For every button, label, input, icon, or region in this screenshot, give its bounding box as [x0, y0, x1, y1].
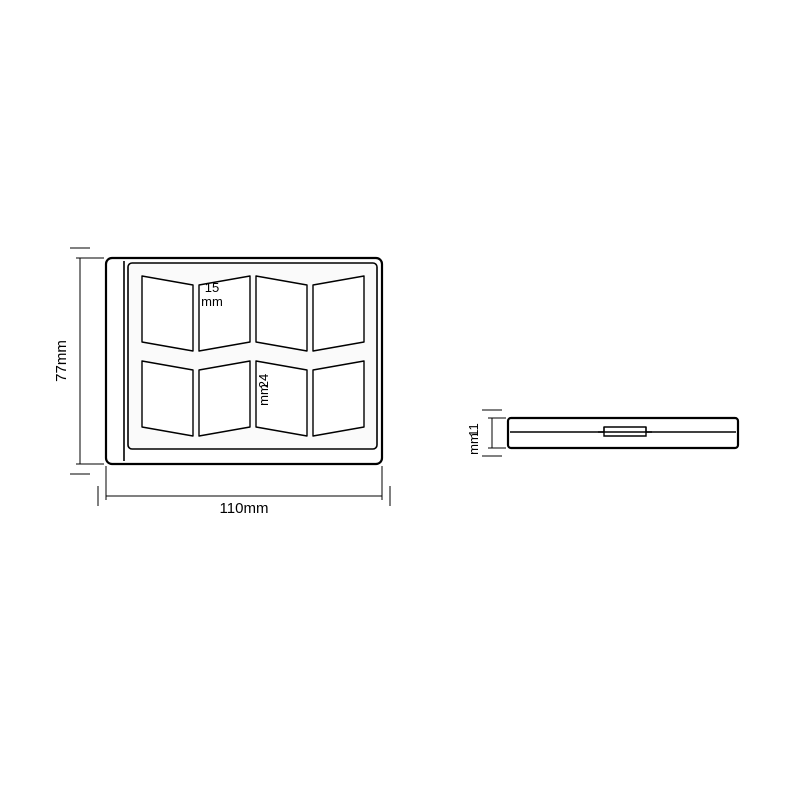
slot-height-label-unit: mm — [256, 384, 271, 406]
technical-drawing: 77mm 110mm 15 mm 24 mm 11 mm — [0, 0, 800, 800]
card-slot — [142, 276, 193, 351]
slot-width-label-unit: mm — [201, 294, 223, 309]
card-slot — [142, 361, 193, 436]
card-slot — [199, 361, 250, 436]
side-view — [508, 418, 738, 448]
side-outer — [508, 418, 738, 448]
front-view — [106, 258, 382, 464]
card-slot — [313, 276, 364, 351]
card-slot — [313, 361, 364, 436]
slot-width-label-value: 15 — [205, 280, 219, 295]
thickness-label-unit: mm — [466, 433, 481, 455]
width-dimension-label: 110mm — [220, 500, 269, 517]
height-dimension-label: 77mm — [53, 340, 70, 382]
card-slot — [256, 276, 307, 351]
